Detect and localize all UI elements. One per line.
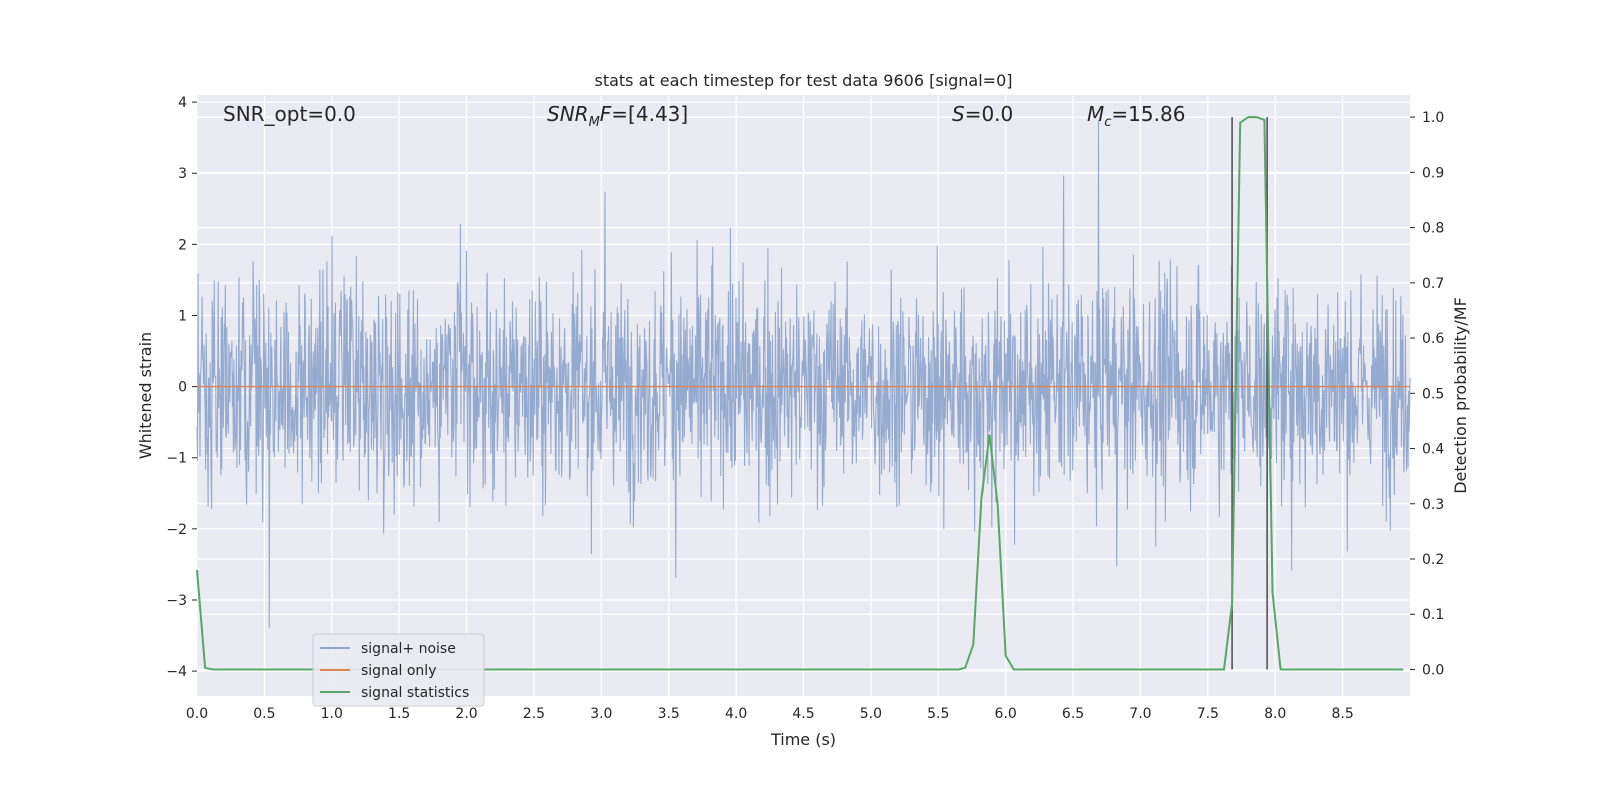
x-tick-label: 8.0 [1264,706,1286,722]
y-tick-label: −2 [166,522,187,538]
mc-rest: =15.86 [1111,102,1185,126]
y-tick-label: 1 [178,308,187,324]
line-series [196,116,1410,671]
y2-tick-label: 0.4 [1422,442,1444,458]
y-tick-label: 0 [178,380,187,396]
x-tick-label: 7.0 [1129,706,1151,722]
legend-box [312,633,485,707]
y2-tick-label: 1.0 [1422,110,1444,126]
grid [196,95,1410,696]
signal-noise-line [196,119,1411,629]
legend-label: signal only [361,663,436,679]
annotation-snr-mf: SNRMF=[4.43] [547,102,688,130]
annotation-mc: Mc=15.86 [1087,102,1185,130]
annotation-snr-opt: SNR_opt=0.0 [223,102,356,126]
y-tick-label: 3 [178,166,187,182]
snr-mf-rest: F=[4.43] [600,102,688,126]
x-tick-label: 2.5 [523,706,545,722]
legend-label: signal+ noise [361,641,456,657]
y-tick-label: 2 [178,237,187,253]
s-var: S [952,102,965,126]
x-tick-label: 3.5 [658,706,680,722]
x-tick-label: 7.5 [1197,706,1219,722]
signal-statistics-line [196,116,1404,671]
y-axis-label: Whitened strain [136,332,155,459]
y2-axis-label: Detection probability/MF [1451,297,1470,494]
mc-subscript: c [1104,115,1111,130]
x-axis-label: Time (s) [770,730,836,749]
x-tick-label: 6.0 [995,706,1017,722]
x-tick-label: 1.5 [388,706,410,722]
snr-mf-value: =[4.43] [611,102,688,126]
x-tick-label: 1.0 [321,706,343,722]
x-tick-label: 8.5 [1331,706,1353,722]
mc-var: M [1087,102,1104,126]
x-tick-label: 0.5 [253,706,275,722]
x-tick-label: 5.5 [927,706,949,722]
ticks: 0.0 0.5 1.0 1.5 2.0 2.5 3.0 3.5 4.0 4.5 5.0 5.5 6.0 6… [166,95,1444,722]
y-tick-label: −3 [166,593,187,609]
snr-mf-base: SNR [547,102,589,126]
y-tick-label: −4 [166,664,187,680]
signal-noise-series [196,119,1411,629]
y2-tick-label: 0.9 [1422,165,1444,181]
x-tick-label: 5.0 [860,706,882,722]
y2-tick-label: 0.0 [1422,662,1444,678]
y2-tick-label: 0.6 [1422,331,1444,347]
y2-tick-label: 0.5 [1422,386,1444,402]
legend-label: signal statistics [361,685,469,701]
x-tick-label: 6.5 [1062,706,1084,722]
x-tick-label: 0.0 [186,706,208,722]
y-tick-label: 4 [178,95,187,111]
x-tick-label: 2.0 [455,706,477,722]
y2-tick-label: 0.3 [1422,497,1444,513]
y2-tick-label: 0.1 [1422,607,1444,623]
y2-tick-label: 0.8 [1422,221,1444,237]
annotation-s: S=0.0 [952,102,1013,126]
snr-mf-subscript: M [589,115,600,130]
chart-title: stats at each timestep for test data 960… [594,71,1012,90]
y2-tick-label: 0.7 [1422,276,1444,292]
x-tick-label: 4.5 [792,706,814,722]
y2-tick-label: 0.2 [1422,552,1444,568]
legend: signal+ noise signal only signal statistic… [312,633,485,707]
x-tick-label: 4.0 [725,706,747,722]
x-tick-label: 3.0 [590,706,612,722]
s-rest: =0.0 [965,102,1014,126]
snr-mf-f: F [600,102,612,126]
y-tick-label: −1 [166,451,187,467]
